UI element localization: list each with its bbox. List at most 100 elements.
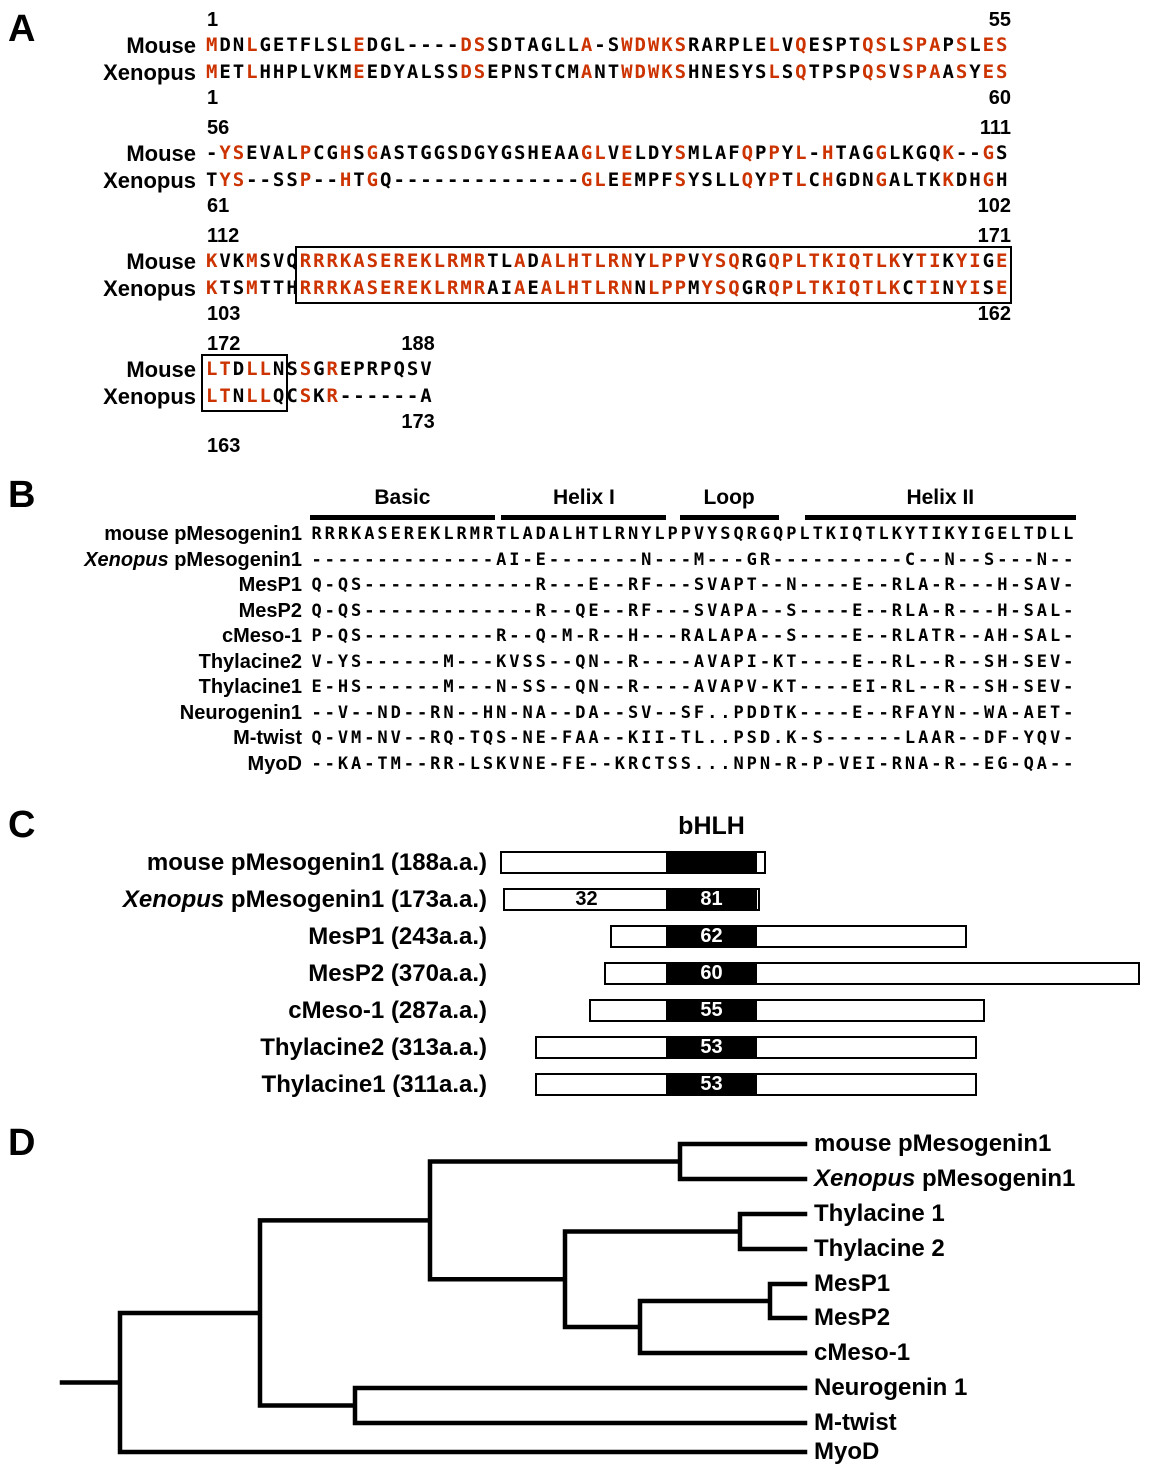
position-number: 112	[207, 225, 240, 247]
panel-b-letter: B	[8, 474, 36, 516]
position-number-row: 112 171	[205, 224, 1011, 248]
protein-label: Thylacine2 (313a.a.)	[260, 1034, 487, 1061]
alignment-row: Neurogenin1 - - V - - N D - - R N - - H N - N A - - D A - - S V - - S…	[0, 701, 1158, 727]
panel-c-letter: C	[8, 804, 36, 846]
domain-structure-row: Thylacine1 (311a.a.) 53	[0, 1066, 1158, 1103]
alignment-block: 112 171 Mouse K V K M S V Q R R R K A S E R E K L R M R T L A D A L H T…	[0, 224, 1158, 326]
alignment-row: Thylacine2 V - Y S - - - - - - M - - - K V S S - - Q N - - R - - - - A…	[0, 650, 1158, 676]
tree-leaf-label: M-twist	[814, 1409, 897, 1436]
alignment-row: MyoD - - K A - T M - - R R - L S K V N E - F E - - K R C T S S... N P N -…	[0, 752, 1158, 778]
protein-label: Xenopus pMesogenin1 (173a.a.)	[122, 886, 487, 913]
species-label: Xenopus	[103, 168, 196, 193]
protein-label: MesP1 (243a.a.)	[308, 923, 487, 950]
bhlh-domain-segment: 60	[666, 962, 757, 985]
alignment-row: MesP2 Q - Q S - - - - - - - - - - - - - R - - Q E - - R F - - - S V A P A -…	[0, 599, 1158, 625]
bhlh-domain-title: bHLH	[678, 812, 745, 840]
protein-bar: 55	[589, 999, 985, 1022]
bhlh-domain-segment: 53	[666, 1073, 757, 1096]
position-number: 60	[988, 87, 1011, 109]
xenopus-sequence-row: Xenopus T Y S - - S S P - - H T G Q - - - - - - - - - - - - - - G L E E M…	[0, 167, 1158, 194]
xenopus-sequence-row: Xenopus M E T L H H P L V K M E E D Y A L S S D S E P N S T C M A N T W D…	[0, 59, 1158, 86]
position-number: 1	[207, 87, 219, 109]
protein-label: MesP1	[238, 574, 302, 596]
region-header: Loop	[679, 486, 779, 522]
protein-label: mouse pMesogenin1	[104, 523, 302, 545]
region-underline	[679, 515, 779, 520]
protein-label: cMeso-1	[221, 625, 302, 647]
alignment-row: cMeso-1 P - Q S - - - - - - - - - - R - - Q - M - R - - H - - - R A L A P…	[0, 624, 1158, 650]
bhlh-domain-segment	[666, 851, 757, 874]
position-number-row: 163	[205, 434, 433, 458]
panel-b-bhlh-alignment: Basic Helix I Loop Helix II mouse pMesogeni…	[0, 486, 1158, 777]
position-number-row: 1 60	[205, 86, 1011, 110]
tree-leaf-label: Neurogenin 1	[814, 1374, 968, 1401]
region-label: Helix II	[906, 486, 975, 509]
tree-leaf-label: MesP1	[814, 1270, 891, 1297]
position-number: 103	[207, 303, 241, 325]
species-label: Xenopus	[103, 60, 196, 85]
protein-label: mouse pMesogenin1 (188a.a.)	[146, 849, 487, 876]
alignment-block: 56 111 Mouse - Y S E V A L P C G H S G A S T G G S D G Y G S H E A A G L…	[0, 116, 1158, 218]
xenopus-sequence-row: Xenopus L T N L L Q C S K R - - - - - - A	[0, 383, 1158, 410]
panel-c-rows: mouse pMesogenin1 (188a.a.) Xenopus pMeso…	[0, 844, 1158, 1103]
position-number: 163	[207, 435, 241, 457]
species-label: Mouse	[126, 141, 196, 166]
protein-bar: 53	[535, 1036, 977, 1059]
mouse-sequence-row: Mouse K V K M S V Q R R R K A S E R E K L R M R T L A D A L H T L R N Y L P…	[0, 248, 1158, 275]
bhlh-domain-segment: 55	[666, 999, 757, 1022]
region-label: Loop	[703, 486, 755, 509]
tree-leaf-label: MyoD	[814, 1438, 880, 1465]
alignment-block: 172 188 Mouse L T D L L N S S G R E P R P Q S V Xenopus L T N L L…	[0, 332, 1158, 458]
species-label: Xenopus	[103, 384, 196, 409]
domain-structure-row: MesP1 (243a.a.) 62	[0, 918, 1158, 955]
tree-branches	[59, 1141, 808, 1455]
domain-structure-row: Xenopus pMesogenin1 (173a.a.) 81 32	[0, 881, 1158, 918]
domain-structure-row: MesP2 (370a.a.) 60	[0, 955, 1158, 992]
protein-label: Thylacine2	[198, 650, 302, 673]
alignment-row: mouse pMesogenin1 R R R K A S E R E K L R M R T L A D A L H T L…	[0, 522, 1158, 548]
panel-a-letter: A	[8, 8, 36, 50]
position-number: 172	[207, 333, 241, 355]
tree-leaf-label: Thylacine 1	[814, 1200, 945, 1227]
panel-b-region-headers: Basic Helix I Loop Helix II	[0, 486, 1158, 522]
panel-a-pairwise-alignment: 1 55 Mouse M D N L G E T F L S L E D G L - - - - D S S D T A G L L A - S W…	[0, 8, 1158, 464]
mouse-sequence-row: Mouse M D N L G E T F L S L E D G L - - - - D S S D T A G L L A - S W D W K…	[0, 32, 1158, 59]
species-label: Xenopus	[103, 276, 196, 301]
position-number: 188	[401, 333, 435, 355]
protein-label: M-twist	[233, 727, 302, 749]
species-label: Mouse	[126, 33, 196, 58]
protein-label: MesP2 (370a.a.)	[308, 960, 487, 987]
bhlh-domain-segment: 81	[666, 888, 757, 911]
species-label: Mouse	[126, 357, 196, 382]
bhlh-domain-box	[201, 354, 289, 412]
region-underline	[501, 515, 667, 520]
panel-d-phylogenetic-tree: mouse pMesogenin1 Xenopus pMesogenin1 Thyl…	[0, 1118, 1158, 1465]
tree-svg	[59, 1141, 808, 1455]
region-header: Basic	[310, 486, 495, 522]
region-header: Helix I	[501, 486, 667, 522]
protein-bar: 81 32	[503, 888, 760, 911]
xenopus-sequence-row: Xenopus K T S M T T H R R R K A S E R E K L R M R A I A E A L H T L R N N…	[0, 275, 1158, 302]
position-number: 61	[207, 195, 230, 217]
protein-label: MyoD	[247, 752, 302, 775]
position-number: 102	[977, 195, 1011, 217]
position-number-row: 103 162	[205, 302, 1011, 326]
alignment-block: 1 55 Mouse M D N L G E T F L S L E D G L - - - - D S S D T A G L L A - S W…	[0, 8, 1158, 110]
position-number: 171	[977, 225, 1011, 247]
domain-structure-row: Thylacine2 (313a.a.) 53	[0, 1029, 1158, 1066]
panel-d-letter: D	[8, 1122, 36, 1164]
position-number-row: 61 102	[205, 194, 1011, 218]
